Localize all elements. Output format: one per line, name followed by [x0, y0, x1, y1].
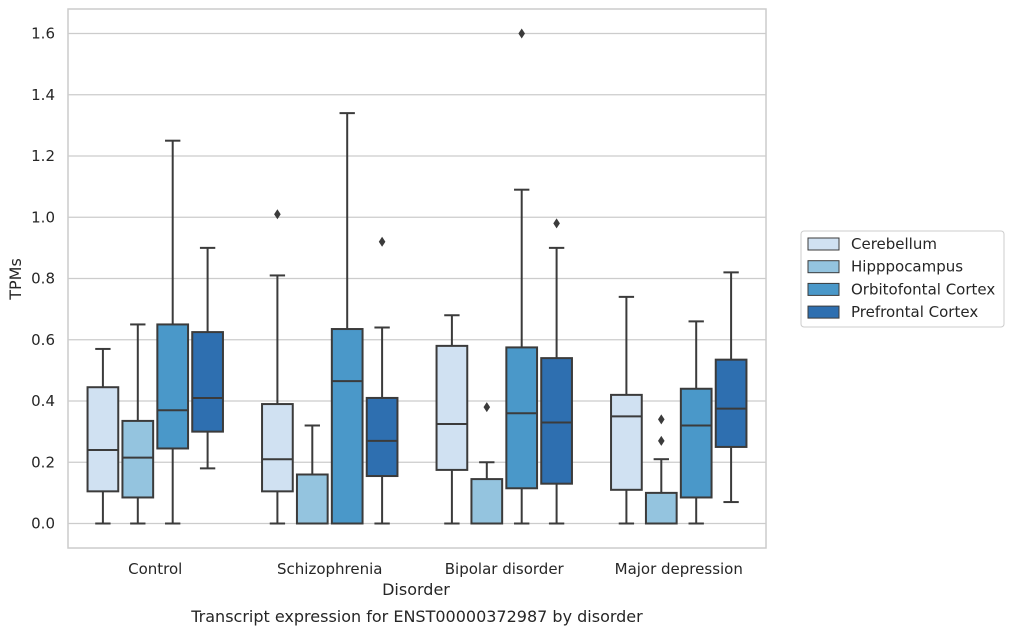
box-iqr — [644, 491, 678, 525]
x-tick-label: Control — [128, 560, 182, 578]
box-iqr — [86, 386, 120, 493]
box-plot-series — [86, 28, 748, 525]
chart-caption: Transcript expression for ENST0000037298… — [190, 607, 643, 626]
legend-swatch — [807, 282, 840, 296]
box-iqr — [261, 403, 294, 493]
y-tick-label: 1.4 — [31, 86, 55, 104]
box-iqr — [435, 344, 469, 471]
box-iqr — [610, 393, 643, 491]
y-tick-label: 1.2 — [31, 147, 55, 165]
y-tick-label: 1.0 — [31, 208, 55, 226]
outlier-point — [378, 236, 386, 247]
y-tick-label: 0.2 — [31, 453, 55, 471]
box-iqr — [295, 473, 329, 525]
box-iqr — [191, 331, 224, 433]
box-2-1 — [470, 402, 504, 525]
legend-swatch — [807, 237, 840, 251]
outlier-point — [658, 414, 665, 425]
legend-label: Cerebellum — [851, 235, 937, 253]
box-0-0 — [86, 347, 120, 525]
box-iqr — [365, 396, 399, 478]
box-1-1 — [295, 424, 329, 525]
box-3-3 — [714, 271, 748, 504]
y-tick-label: 1.6 — [31, 25, 55, 43]
y-tick-label: 0.4 — [31, 392, 55, 410]
box-0-1 — [121, 323, 155, 525]
legend: Cerebellum Hipppocampus Orbitofontal Corte… — [800, 230, 1005, 328]
box-1-3 — [365, 236, 399, 525]
y-axis-title: TPMs — [6, 258, 25, 301]
box-iqr — [540, 357, 573, 485]
legend-frame — [800, 230, 1005, 328]
x-tick-label: Schizophrenia — [277, 560, 382, 578]
box-iqr — [156, 323, 190, 450]
box-2-2 — [505, 28, 539, 525]
legend-swatch — [807, 305, 840, 319]
box-3-1 — [644, 414, 678, 525]
box-3-0 — [610, 295, 643, 525]
plot-frame — [67, 8, 767, 549]
legend-label: Orbitofontal Cortex — [851, 280, 995, 298]
box-1-0 — [261, 209, 294, 525]
legend-swatch — [807, 260, 840, 274]
box-iqr — [505, 346, 539, 490]
box-0-3 — [191, 246, 224, 470]
box-2-3 — [540, 218, 573, 525]
box-iqr — [330, 328, 364, 525]
x-axis-ticks: Control Schizophrenia Bipolar disorder Majo… — [128, 560, 743, 578]
box-iqr — [679, 387, 713, 499]
outlier-point — [553, 218, 560, 229]
outlier-point — [483, 402, 491, 413]
legend-label: Hipppocampus — [851, 258, 963, 276]
box-iqr — [121, 419, 155, 499]
legend-label: Prefrontal Cortex — [851, 303, 978, 321]
outlier-point — [274, 209, 281, 220]
outlier-point — [518, 28, 525, 39]
y-tick-label: 0.6 — [31, 331, 55, 349]
outlier-point — [658, 435, 665, 446]
box-0-2 — [156, 139, 190, 525]
box-iqr — [714, 358, 748, 448]
x-axis-title: Disorder — [382, 580, 450, 599]
y-axis-ticks: 0.0 0.2 0.4 0.6 0.8 1.0 1.2 1.4 1.6 — [31, 25, 55, 533]
box-2-0 — [435, 314, 469, 525]
y-tick-label: 0.0 — [31, 515, 55, 533]
y-tick-label: 0.8 — [31, 270, 55, 288]
box-1-2 — [330, 112, 364, 525]
box-3-2 — [679, 320, 713, 525]
x-tick-label: Major depression — [615, 560, 743, 578]
box-iqr — [470, 478, 504, 525]
x-tick-label: Bipolar disorder — [445, 560, 565, 578]
